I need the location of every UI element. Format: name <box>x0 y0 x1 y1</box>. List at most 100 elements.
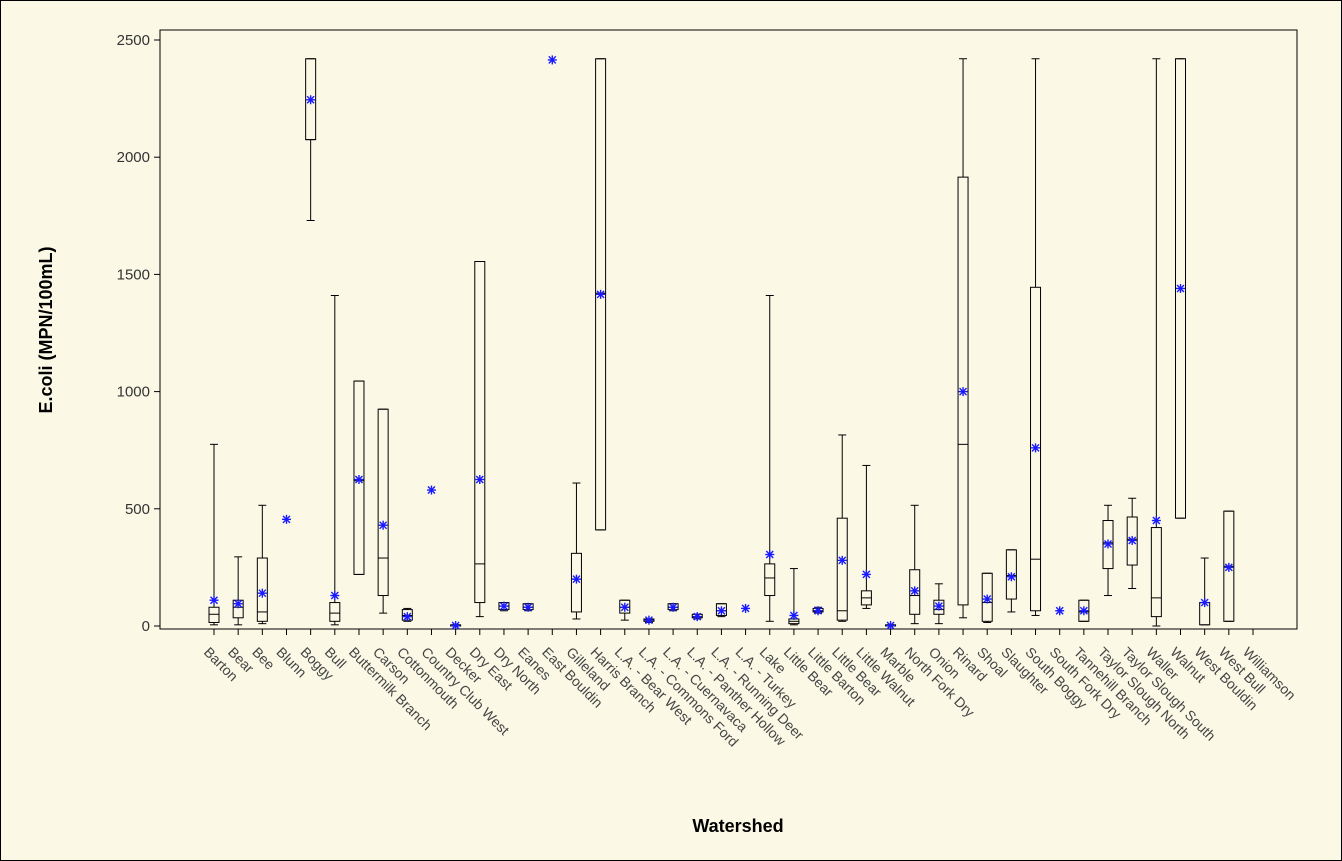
mean-marker-stroke <box>258 589 267 598</box>
box-group <box>281 514 291 524</box>
box-iqr <box>1005 549 1017 600</box>
box-iqr <box>377 408 389 597</box>
box-iqr <box>1078 599 1090 622</box>
mean-marker-stroke <box>475 475 484 484</box>
mean-marker-stroke <box>1176 284 1185 293</box>
box-group <box>353 380 365 575</box>
box-iqr <box>1126 516 1138 566</box>
box-group <box>498 601 510 612</box>
mean-marker-stroke <box>838 556 847 565</box>
mean-marker-stroke <box>934 602 943 611</box>
mean-marker-stroke <box>717 606 726 615</box>
mean-marker <box>620 602 630 612</box>
box-iqr <box>570 552 582 613</box>
mean-marker-stroke <box>910 586 919 595</box>
mean-marker-stroke <box>548 55 557 64</box>
mean-marker <box>1103 539 1113 549</box>
mean-marker <box>233 599 243 609</box>
mean-marker <box>306 95 316 105</box>
mean-marker-stroke <box>1152 516 1161 525</box>
mean-marker-stroke <box>572 575 581 584</box>
mean-marker-stroke <box>1055 606 1064 615</box>
box-iqr <box>764 563 776 597</box>
mean-marker <box>982 594 992 604</box>
box-iqr <box>933 599 945 615</box>
mean-marker <box>596 289 606 299</box>
mean-marker <box>886 621 896 631</box>
y-tick-label: 2000 <box>117 149 150 166</box>
box-iqr <box>474 261 486 604</box>
mean-marker <box>451 621 461 631</box>
mean-marker <box>523 602 533 612</box>
mean-marker <box>1127 535 1137 545</box>
box-group <box>788 568 800 626</box>
y-tick-label: 1500 <box>117 266 150 283</box>
mean-marker <box>1006 572 1016 582</box>
mean-marker-stroke <box>330 591 339 600</box>
mean-marker <box>1176 283 1186 293</box>
mean-marker <box>571 574 581 584</box>
box-group <box>474 261 486 618</box>
box-group <box>860 464 872 609</box>
box-group <box>1175 58 1187 519</box>
mean-marker-stroke <box>1007 572 1016 581</box>
mean-marker-stroke <box>620 603 629 612</box>
box-group <box>1078 599 1090 622</box>
mean-marker <box>1151 516 1161 526</box>
mean-marker-stroke <box>1128 536 1137 545</box>
y-axis-title: E.coli (MPN/100mL) <box>36 246 56 413</box>
box-iqr <box>957 176 969 606</box>
plot-area <box>159 29 1298 630</box>
mean-marker-stroke <box>451 621 460 630</box>
box-group <box>667 602 679 612</box>
box-group <box>522 602 534 612</box>
box-group <box>691 612 703 622</box>
mean-marker <box>1224 562 1234 572</box>
box-iqr <box>595 58 607 531</box>
y-tick-label: 500 <box>125 501 150 518</box>
box-group <box>305 58 317 221</box>
mean-marker <box>1031 443 1041 453</box>
mean-marker <box>741 603 751 613</box>
box-group <box>981 572 993 623</box>
box-group <box>1223 510 1235 622</box>
mean-marker <box>1055 606 1065 616</box>
box-group <box>1126 497 1138 589</box>
box-group <box>208 443 220 626</box>
box-group <box>836 434 848 622</box>
mean-marker <box>1200 598 1210 608</box>
mean-marker <box>426 485 436 495</box>
mean-marker-stroke <box>1104 539 1113 548</box>
mean-marker-stroke <box>741 604 750 613</box>
mean-marker-stroke <box>282 515 291 524</box>
box-group <box>450 621 462 631</box>
box-group <box>232 556 244 626</box>
mean-marker-stroke <box>1200 598 1209 607</box>
mean-marker <box>958 387 968 397</box>
mean-marker-stroke <box>210 596 218 605</box>
mean-marker <box>668 602 678 612</box>
mean-marker <box>281 514 291 524</box>
box-group <box>595 58 607 531</box>
mean-marker <box>765 550 775 560</box>
mean-marker <box>813 606 823 616</box>
mean-marker <box>499 601 509 611</box>
mean-marker <box>209 595 219 605</box>
box-group <box>715 603 727 618</box>
mean-marker-stroke <box>765 550 774 559</box>
box-iqr <box>329 602 341 622</box>
mean-marker <box>934 601 944 611</box>
mean-marker-stroke <box>234 599 243 608</box>
mean-marker <box>475 475 485 484</box>
box-group <box>256 504 268 625</box>
x-axis-title: Watershed <box>692 816 783 836</box>
mean-marker-stroke <box>886 621 895 630</box>
mean-marker-stroke <box>403 612 412 621</box>
box-group <box>329 294 341 626</box>
box-iqr <box>1150 527 1162 618</box>
box-group <box>570 482 582 620</box>
box-group <box>619 599 631 621</box>
box-iqr <box>909 569 921 615</box>
